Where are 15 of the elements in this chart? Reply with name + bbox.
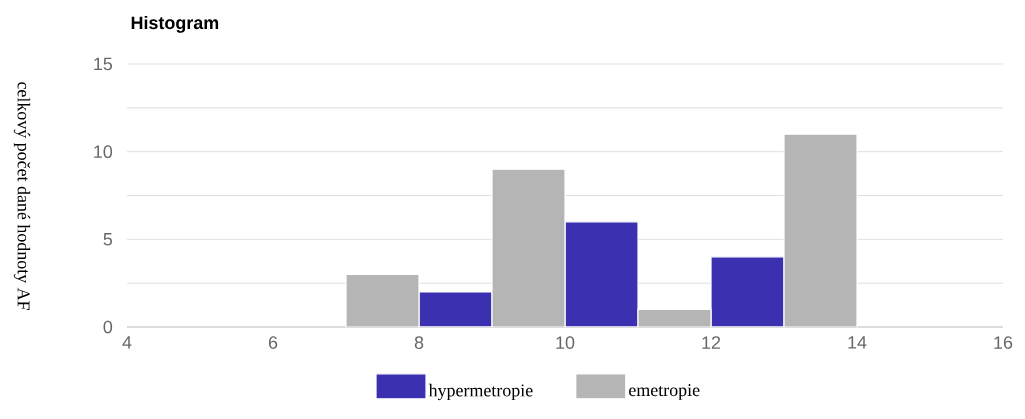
y-tick-label: 5 xyxy=(103,233,113,246)
x-tick-label: 8 xyxy=(414,336,424,349)
y-axis-title: celkový počet dané hodnoty AF xyxy=(13,82,31,310)
x-tick-label: 12 xyxy=(702,336,721,349)
y-tick-label: 10 xyxy=(94,145,113,159)
x-tick-label: 4 xyxy=(122,336,132,349)
x-tick-label: 16 xyxy=(994,336,1013,349)
y-tick-label: 15 xyxy=(94,57,113,71)
x-tick-label: 14 xyxy=(848,336,867,349)
legend-label: emetropie xyxy=(629,384,700,400)
chart-title: Histogram xyxy=(131,16,219,33)
x-tick-label: 6 xyxy=(268,336,278,349)
x-tick-label: 10 xyxy=(556,336,575,349)
legend-label: hypermetropie xyxy=(428,383,533,401)
y-tick-label: 0 xyxy=(103,320,113,334)
